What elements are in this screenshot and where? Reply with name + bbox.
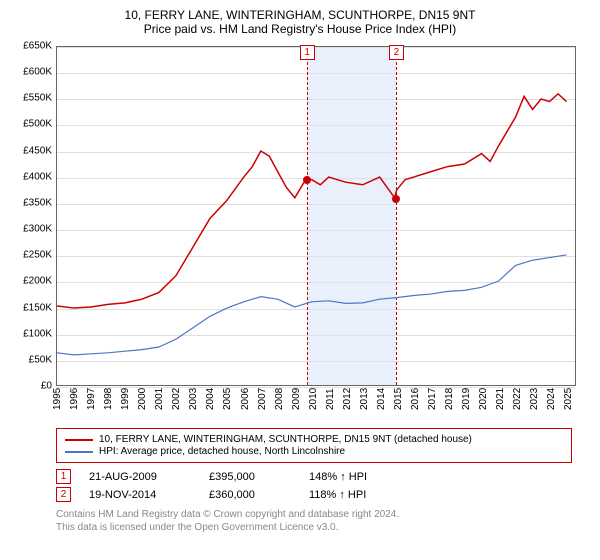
x-axis-label: 1998 (103, 388, 114, 410)
footer-line-2: This data is licensed under the Open Gov… (56, 521, 572, 534)
x-axis-label: 2017 (427, 388, 438, 410)
page-container: 10, FERRY LANE, WINTERINGHAM, SCUNTHORPE… (0, 0, 600, 560)
x-axis-label: 2001 (154, 388, 165, 410)
x-axis-label: 2019 (461, 388, 472, 410)
y-axis-label: £100K (12, 328, 52, 339)
footer-attribution: Contains HM Land Registry data © Crown c… (56, 508, 572, 534)
series-property (57, 94, 567, 308)
legend-swatch (65, 451, 93, 453)
y-axis-label: £50K (12, 354, 52, 365)
x-axis-label: 2003 (188, 388, 199, 410)
sale-price: £360,000 (209, 489, 309, 501)
y-axis-label: £600K (12, 67, 52, 78)
x-axis-label: 2014 (376, 388, 387, 410)
sale-row: 2 19-NOV-2014£360,000118% ↑ HPI (56, 487, 588, 502)
legend-swatch (65, 439, 93, 441)
chart-subtitle: Price paid vs. HM Land Registry's House … (12, 22, 588, 36)
x-axis-label: 2024 (546, 388, 557, 410)
legend-label: HPI: Average price, detached house, Nort… (99, 446, 345, 457)
x-axis-label: 2023 (529, 388, 540, 410)
x-axis-label: 2008 (274, 388, 285, 410)
sale-flag: 1 (56, 469, 71, 484)
x-axis-label: 2018 (444, 388, 455, 410)
x-axis-label: 2009 (291, 388, 302, 410)
x-axis-label: 2020 (478, 388, 489, 410)
x-axis-label: 1999 (120, 388, 131, 410)
x-axis-label: 2022 (512, 388, 523, 410)
legend-box: 10, FERRY LANE, WINTERINGHAM, SCUNTHORPE… (56, 428, 572, 463)
y-axis-label: £400K (12, 171, 52, 182)
line-layer (57, 47, 575, 385)
x-axis-label: 2010 (308, 388, 319, 410)
chart-area: 12 £0 £50K £100K £150K £200K £250K £300K £350K £… (12, 42, 588, 422)
x-axis-label: 2005 (222, 388, 233, 410)
x-axis-label: 2015 (393, 388, 404, 410)
title-block: 10, FERRY LANE, WINTERINGHAM, SCUNTHORPE… (12, 8, 588, 36)
sale-date: 21-AUG-2009 (89, 471, 209, 483)
x-axis-label: 1996 (69, 388, 80, 410)
y-axis-label: £200K (12, 276, 52, 287)
sale-pct: 148% ↑ HPI (309, 471, 429, 483)
x-axis-label: 2021 (495, 388, 506, 410)
sale-point (303, 176, 311, 184)
x-axis-label: 1997 (86, 388, 97, 410)
x-axis-label: 2004 (205, 388, 216, 410)
y-axis-label: £150K (12, 302, 52, 313)
sales-table: 1 21-AUG-2009£395,000148% ↑ HPI 2 19-NOV-20… (56, 469, 588, 502)
plot-region: 12 (56, 46, 576, 386)
sale-pct: 118% ↑ HPI (309, 489, 429, 501)
sale-point (392, 195, 400, 203)
chart-title: 10, FERRY LANE, WINTERINGHAM, SCUNTHORPE… (12, 8, 588, 22)
y-axis-label: £350K (12, 197, 52, 208)
sale-price: £395,000 (209, 471, 309, 483)
legend-label: 10, FERRY LANE, WINTERINGHAM, SCUNTHORPE… (99, 434, 472, 445)
sale-flag: 2 (56, 487, 71, 502)
legend-item: HPI: Average price, detached house, Nort… (65, 446, 563, 457)
x-axis-label: 2011 (325, 388, 336, 410)
x-axis-label: 2013 (359, 388, 370, 410)
x-axis-label: 2007 (257, 388, 268, 410)
x-axis-label: 2012 (342, 388, 353, 410)
y-axis-label: £500K (12, 119, 52, 130)
y-axis-label: £550K (12, 93, 52, 104)
x-axis-label: 2016 (410, 388, 421, 410)
sale-date: 19-NOV-2014 (89, 489, 209, 501)
x-axis-label: 1995 (52, 388, 63, 410)
legend-item: 10, FERRY LANE, WINTERINGHAM, SCUNTHORPE… (65, 434, 563, 445)
series-hpi (57, 255, 567, 355)
sale-row: 1 21-AUG-2009£395,000148% ↑ HPI (56, 469, 588, 484)
footer-line-1: Contains HM Land Registry data © Crown c… (56, 508, 572, 521)
y-axis-label: £300K (12, 224, 52, 235)
y-axis-label: £250K (12, 250, 52, 261)
y-axis-label: £0 (12, 381, 52, 392)
x-axis-label: 2002 (171, 388, 182, 410)
x-axis-label: 2000 (137, 388, 148, 410)
y-axis-label: £650K (12, 41, 52, 52)
y-axis-label: £450K (12, 145, 52, 156)
x-axis-label: 2025 (563, 388, 574, 410)
x-axis-label: 2006 (240, 388, 251, 410)
